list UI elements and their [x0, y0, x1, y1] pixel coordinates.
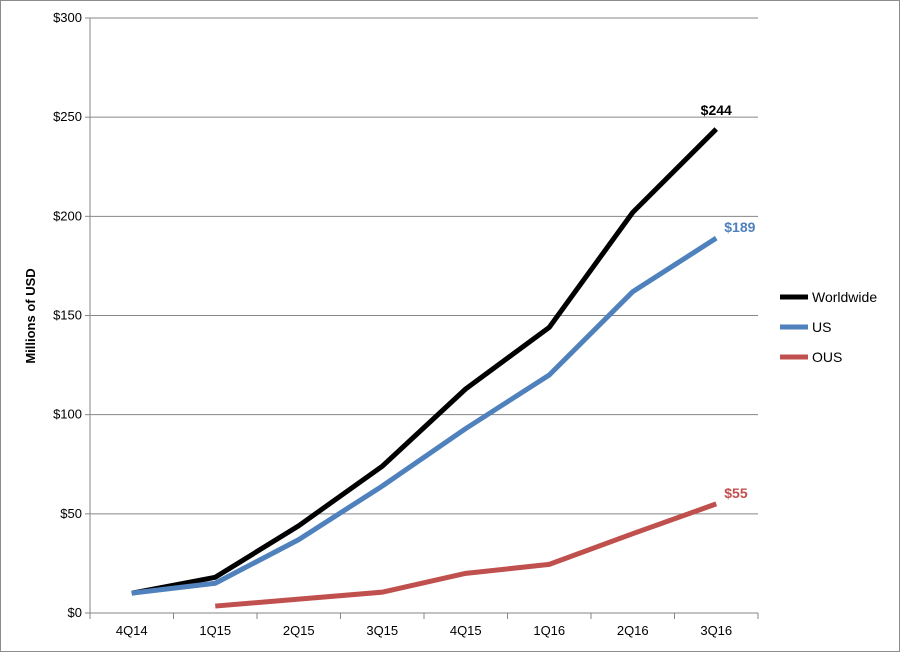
x-tick-label: 4Q14 — [116, 623, 148, 638]
y-tick-label: $100 — [53, 407, 82, 422]
x-tick-label: 2Q15 — [283, 623, 315, 638]
y-tick-label: $200 — [53, 208, 82, 223]
axes — [85, 17, 759, 619]
series-line-ous — [215, 501, 718, 609]
x-tick-labels: 4Q14 1Q15 2Q15 3Q15 4Q15 1Q16 2Q16 3Q16 — [116, 623, 732, 638]
series-lines — [131, 127, 719, 609]
x-tick-label: 2Q16 — [617, 623, 649, 638]
gridlines — [90, 17, 758, 515]
end-label-ous: $55 — [724, 485, 748, 501]
x-tick-label: 4Q15 — [450, 623, 482, 638]
end-label-worldwide: $244 — [701, 102, 732, 118]
y-tick-label: $150 — [53, 308, 82, 323]
y-tick-label: $50 — [60, 506, 82, 521]
end-labels: $244 $189 $55 — [701, 102, 756, 501]
x-tick-label: 1Q15 — [199, 623, 231, 638]
x-tick-label: 1Q16 — [533, 623, 565, 638]
x-tick-label: 3Q16 — [700, 623, 732, 638]
series-line-us — [131, 236, 718, 596]
legend-label-ous: OUS — [812, 349, 842, 365]
end-label-us: $189 — [724, 219, 755, 235]
y-tick-labels: $0 $50 $100 $150 $200 $250 $300 — [53, 10, 82, 620]
x-tick-label: 3Q15 — [366, 623, 398, 638]
legend-label-us: US — [812, 319, 831, 335]
legend: Worldwide US OUS — [780, 289, 877, 365]
y-tick-label: $0 — [68, 605, 82, 620]
legend-label-worldwide: Worldwide — [812, 289, 877, 305]
series-line-worldwide — [131, 127, 719, 596]
y-axis-label: Millions of USD — [23, 268, 38, 363]
y-tick-label: $300 — [53, 10, 82, 25]
y-tick-label: $250 — [53, 109, 82, 124]
